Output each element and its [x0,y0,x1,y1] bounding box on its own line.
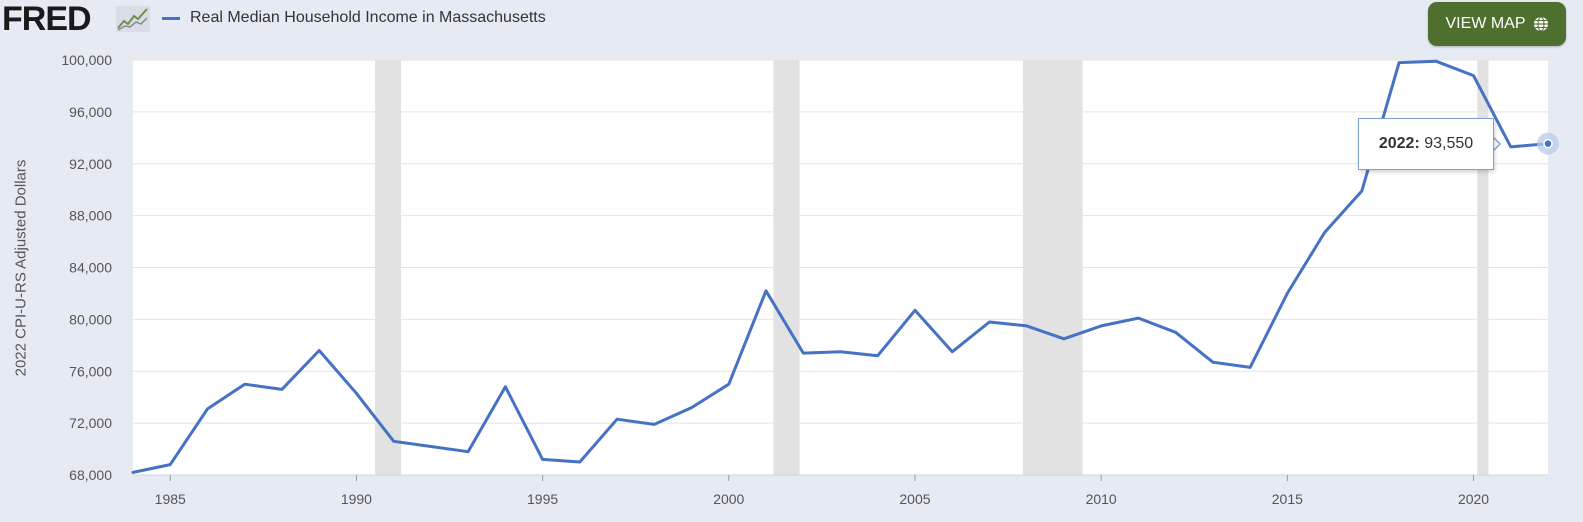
data-point [988,320,991,323]
data-point [653,423,656,426]
data-point [467,450,470,453]
data-point [1398,61,1401,64]
y-tick-label: 80,000 [69,311,112,327]
y-tick-label: 76,000 [69,363,112,379]
y-tick-label: 84,000 [69,260,112,276]
data-point [951,350,954,353]
data-point [1472,74,1475,77]
data-point [504,385,507,388]
legend-label: Real Median Household Income in Massachu… [190,9,546,26]
data-point [1174,331,1177,334]
data-point [690,406,693,409]
trend-chart-icon [116,6,150,32]
data-point [1137,317,1140,320]
legend: Real Median Household Income in Massachu… [162,8,546,28]
tooltip-value: 93,550 [1424,135,1474,152]
data-point [1360,189,1363,192]
data-point [1286,292,1289,295]
data-point [876,354,879,357]
data-point [1435,60,1438,63]
data-point [541,458,544,461]
data-point [318,349,321,352]
y-tick-label: 96,000 [69,104,112,120]
data-point [578,461,581,464]
x-tick-label: 2015 [1272,491,1303,507]
data-point [1062,337,1065,340]
data-point [765,289,768,292]
globe-icon [1533,16,1548,32]
data-point [280,388,283,391]
x-tick-label: 2020 [1458,491,1489,507]
data-point [429,445,432,448]
x-tick-label: 1985 [155,491,186,507]
data-point [1025,324,1028,327]
data-point [616,418,619,421]
data-point [243,383,246,386]
chart-header: FRED Real Median Household Income in Mas… [0,0,1583,44]
view-map-label: VIEW MAP [1445,15,1526,32]
data-tooltip: 2022: 93,550 [1358,118,1494,170]
legend-swatch [162,16,180,20]
data-point [392,440,395,443]
tooltip-year: 2022 [1378,135,1415,152]
data-point [1249,366,1252,369]
x-tick-label: 2010 [1086,491,1117,507]
x-tick-label: 2005 [899,491,930,507]
data-point [1211,361,1214,364]
hover-point [1543,138,1553,149]
series-line [131,59,1550,474]
y-tick-label: 68,000 [69,467,112,483]
data-point [727,383,730,386]
data-point [839,350,842,353]
y-tick-label: 100,000 [61,52,112,68]
x-tick-label: 1995 [527,491,558,507]
y-tick-label: 88,000 [69,208,112,224]
fred-logo[interactable]: FRED [2,0,92,38]
x-tick-label: 2000 [713,491,744,507]
data-point [206,407,209,410]
data-point [1100,324,1103,327]
data-point [1323,231,1326,234]
data-point [355,392,358,395]
data-point [1509,145,1512,148]
view-map-button[interactable]: VIEW MAP [1428,2,1566,46]
data-point [169,463,172,466]
y-tick-label: 92,000 [69,156,112,172]
tooltip-arrow-inner [1492,137,1499,151]
x-tick-label: 1990 [341,491,372,507]
data-point [802,352,805,355]
data-point [913,309,916,312]
data-point [132,471,135,474]
y-tick-label: 72,000 [69,415,112,431]
